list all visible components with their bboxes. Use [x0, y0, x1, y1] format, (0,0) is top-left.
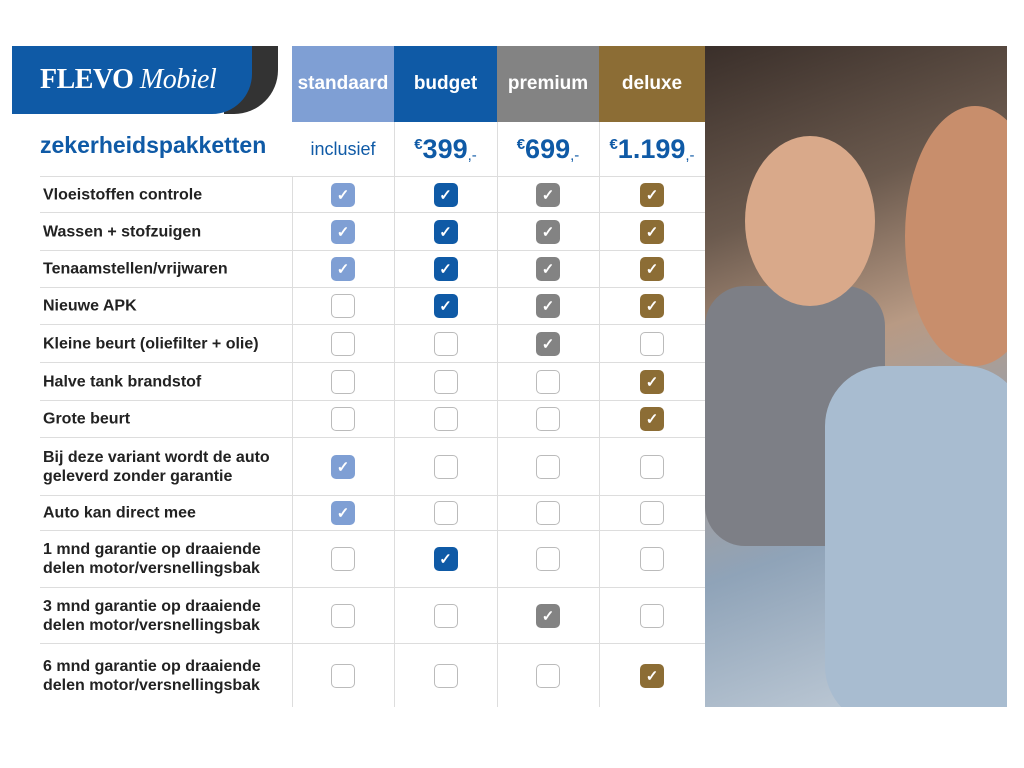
checkbox-checked-icon: ✓: [640, 407, 664, 431]
checkbox-empty-icon: [433, 369, 458, 394]
price-price: 1.199: [617, 133, 686, 164]
price-suffix: ,-: [467, 147, 477, 164]
checkbox-empty-icon: [331, 369, 355, 394]
checkbox-empty-icon: [536, 501, 560, 525]
checkbox-checked-icon: ✓: [640, 219, 664, 244]
checkbox-empty-icon: [536, 547, 560, 571]
checkbox-checked-icon: ✓: [536, 603, 560, 628]
checkbox-empty-icon: [536, 369, 560, 394]
feature-row: 3 mnd garantie op draaiende delen motor/…: [40, 587, 705, 643]
checkbox-checked-icon: ✓: [433, 182, 458, 207]
feature-label: Kleine beurt (oliefilter + olie): [43, 335, 259, 352]
feature-row: Halve tank brandstof ✓: [40, 362, 705, 400]
checkbox-checked-icon: ✓: [536, 257, 560, 281]
checkbox-checked-icon: ✓: [331, 219, 355, 244]
checkbox-checked-icon: ✓: [640, 257, 664, 281]
feature-label: 3 mnd garantie op draaiende delen motor/…: [43, 597, 261, 634]
package-header-budget: budget: [394, 46, 497, 122]
feature-label: Auto kan direct mee: [43, 504, 196, 522]
checkbox-checked-icon: ✓: [433, 547, 458, 571]
package-header-deluxe: deluxe: [599, 46, 705, 122]
feature-row: 6 mnd garantie op draaiende delen motor/…: [40, 643, 705, 707]
checkbox-empty-icon: [331, 603, 355, 628]
price-currency: €: [609, 136, 618, 153]
column-divider: [599, 122, 600, 707]
checkbox-empty-icon: [640, 547, 664, 571]
package-header-premium: premium: [497, 46, 599, 122]
checkbox-checked-icon: ✓: [640, 294, 664, 318]
checkbox-empty-icon: [331, 663, 355, 688]
feature-label: Nieuwe APK: [43, 297, 137, 315]
feature-label: Wassen + stofzuigen: [43, 223, 202, 240]
feature-row: Wassen + stofzuigen ✓ ✓ ✓ ✓: [40, 212, 705, 250]
feature-row: Vloeistoffen controle ✓ ✓ ✓ ✓: [40, 176, 705, 212]
checkbox-empty-icon: [433, 501, 458, 525]
feature-row: 1 mnd garantie op draaiende delen motor/…: [40, 530, 705, 587]
column-divider: [497, 122, 498, 707]
feature-row: Bij deze variant wordt de auto geleverd …: [40, 437, 705, 495]
checkbox-empty-icon: [331, 547, 355, 571]
flevo-mobiel-logo: FLEVO Mobiel: [12, 46, 278, 114]
feature-label: Halve tank brandstof: [43, 373, 202, 390]
checkbox-empty-icon: [640, 603, 664, 628]
logo-brand-italic: Mobiel: [139, 64, 217, 95]
checkbox-checked-icon: ✓: [536, 294, 560, 318]
checkbox-checked-icon: ✓: [331, 257, 355, 281]
checkbox-checked-icon: ✓: [331, 454, 355, 479]
feature-row: Kleine beurt (oliefilter + olie) ✓: [40, 324, 705, 362]
checkbox-checked-icon: ✓: [433, 219, 458, 244]
feature-row: Nieuwe APK ✓ ✓ ✓: [40, 287, 705, 324]
checkbox-empty-icon: [536, 663, 560, 688]
feature-row: Grote beurt ✓: [40, 400, 705, 437]
feature-label: Vloeistoffen controle: [43, 186, 203, 203]
checkbox-checked-icon: ✓: [640, 663, 664, 688]
checkbox-empty-icon: [536, 454, 560, 479]
logo-brand: FLEVO: [40, 64, 134, 95]
price-currency: €: [516, 136, 526, 153]
checkbox-checked-icon: ✓: [536, 219, 560, 244]
checkbox-checked-icon: ✓: [536, 331, 560, 356]
package-header-standaard: standaard: [292, 46, 394, 122]
checkbox-empty-icon: [536, 407, 560, 431]
feature-row: Auto kan direct mee ✓: [40, 495, 705, 530]
column-divider: [292, 176, 293, 707]
checkbox-empty-icon: [433, 603, 458, 628]
price-currency: €: [414, 136, 423, 153]
price-suffix: ,-: [570, 147, 580, 164]
checkbox-empty-icon: [433, 454, 458, 479]
couple-in-car-photo: [705, 46, 1007, 707]
price-text: inclusief: [310, 138, 376, 159]
price-price: 399: [422, 133, 468, 164]
checkbox-checked-icon: ✓: [433, 294, 458, 318]
checkbox-empty-icon: [433, 407, 458, 431]
checkbox-empty-icon: [433, 331, 458, 356]
feature-label: 1 mnd garantie op draaiende delen motor/…: [43, 541, 261, 577]
price-price: 699: [525, 133, 571, 164]
checkbox-empty-icon: [640, 331, 664, 356]
column-divider: [394, 122, 395, 707]
feature-label: Bij deze variant wordt de auto geleverd …: [43, 448, 270, 485]
checkbox-empty-icon: [640, 501, 664, 525]
package-price-standaard: inclusief: [292, 122, 394, 176]
checkbox-empty-icon: [331, 331, 355, 356]
checkbox-empty-icon: [331, 294, 355, 318]
page-title: zekerheidspakketten: [40, 132, 267, 158]
checkbox-checked-icon: ✓: [331, 182, 355, 207]
checkbox-empty-icon: [331, 407, 355, 431]
feature-label: 6 mnd garantie op draaiende delen motor/…: [43, 657, 261, 694]
checkbox-checked-icon: ✓: [331, 501, 355, 525]
feature-row: Tenaamstellen/vrijwaren ✓ ✓ ✓ ✓: [40, 250, 705, 287]
checkbox-checked-icon: ✓: [640, 182, 664, 207]
checkbox-empty-icon: [640, 454, 664, 479]
package-price-budget: €399 ,-: [394, 122, 497, 176]
feature-label: Grote beurt: [43, 410, 131, 428]
checkbox-checked-icon: ✓: [433, 257, 458, 281]
checkbox-empty-icon: [433, 663, 458, 688]
package-price-premium: €699 ,-: [497, 122, 599, 176]
price-suffix: ,-: [685, 147, 695, 164]
feature-label: Tenaamstellen/vrijwaren: [43, 260, 228, 278]
checkbox-checked-icon: ✓: [536, 182, 560, 207]
package-price-deluxe: €1.199 ,-: [599, 122, 705, 176]
checkbox-checked-icon: ✓: [640, 369, 664, 394]
